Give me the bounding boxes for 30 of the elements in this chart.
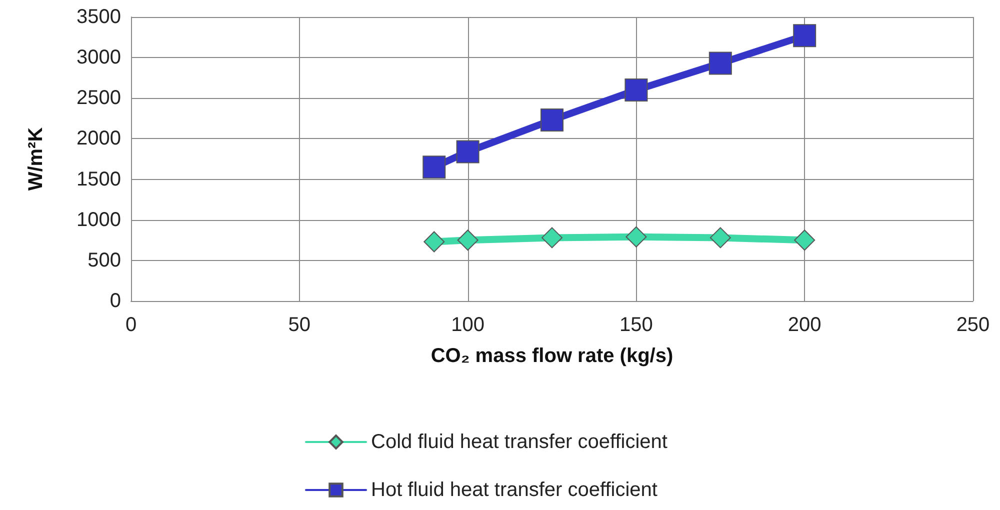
point xyxy=(456,140,480,164)
y-tick-label: 1500 xyxy=(76,168,121,190)
x-tick-label: 150 xyxy=(620,314,653,336)
y-tick-label: 3000 xyxy=(76,46,121,69)
point xyxy=(624,78,648,102)
legend-label: Hot fluid heat transfer coefficient xyxy=(371,479,658,501)
point xyxy=(626,226,647,248)
point xyxy=(793,24,816,48)
point xyxy=(457,230,478,251)
point xyxy=(542,227,562,248)
point xyxy=(708,52,732,75)
y-tick-label: 3500 xyxy=(76,6,121,28)
x-tick-label: 0 xyxy=(125,314,137,336)
x-tick-label: 200 xyxy=(788,314,822,336)
x-tick-label: 50 xyxy=(288,314,311,336)
y-tick-label: 500 xyxy=(88,249,121,272)
y-tick-label: 1000 xyxy=(76,208,121,231)
point xyxy=(540,108,564,132)
point xyxy=(794,230,816,251)
y-tick-label: 2500 xyxy=(76,87,121,110)
point xyxy=(424,231,445,252)
x-axis-title: CO₂ mass flow rate (kg/s) xyxy=(430,345,674,367)
point xyxy=(710,227,731,248)
legend-label: Cold fluid heat transfer coefficient xyxy=(371,431,668,453)
x-tick-label: 100 xyxy=(451,314,484,336)
y-tick-label: 2000 xyxy=(76,128,121,150)
point xyxy=(422,156,446,179)
x-tick-label: 250 xyxy=(956,314,990,336)
y-tick-label: 0 xyxy=(110,290,121,312)
y-axis-title: W/m²K xyxy=(25,126,47,191)
